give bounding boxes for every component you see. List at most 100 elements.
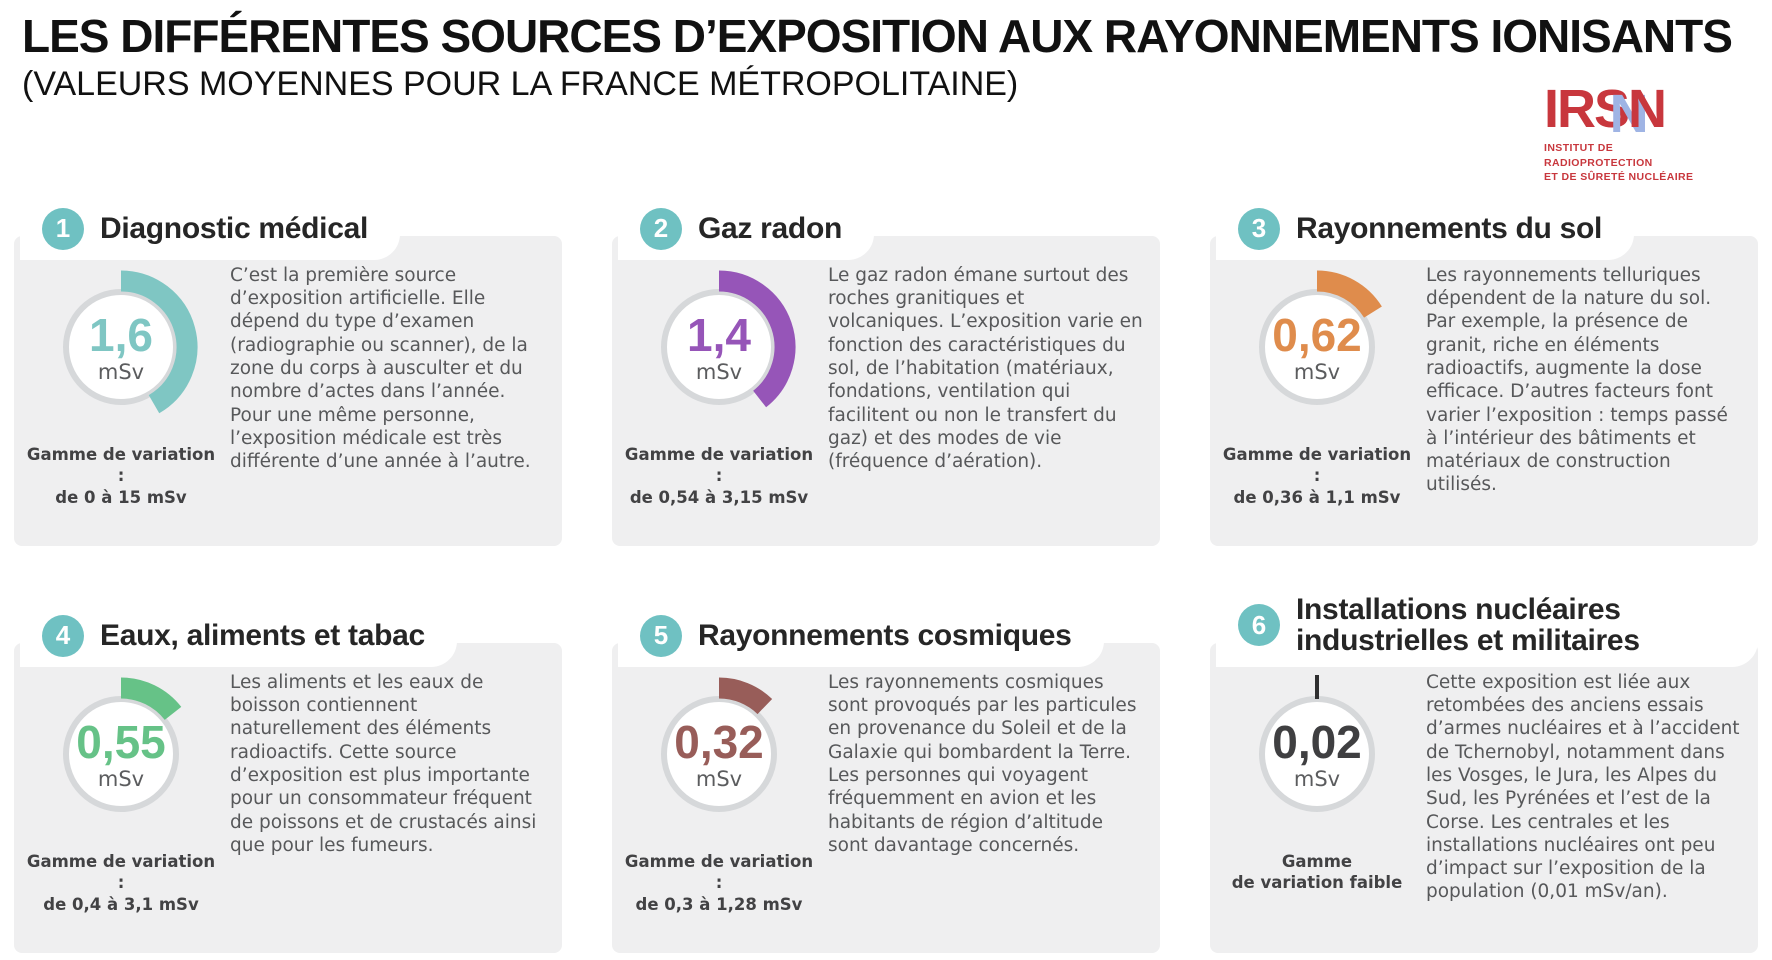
gauge-track: [661, 288, 777, 405]
card-content: 1,4 mSv Gamme de variation : de 0,54 à 3…: [612, 236, 1160, 526]
dose-gauge: 1,6 mSv: [36, 262, 206, 432]
card-content: 0,55 mSv Gamme de variation : de 0,4 à 3…: [14, 643, 562, 933]
card-number-badge: 3: [1238, 207, 1280, 250]
dose-value: 1,6: [89, 308, 153, 361]
card-rayonnements-du-sol: 3 Rayonnements du sol 0,62 mSv: [1210, 174, 1758, 546]
card-number-badge: 5: [640, 614, 682, 657]
dose-value: 0,32: [674, 715, 764, 768]
card-description: C’est la première source d’exposition ar…: [230, 264, 531, 473]
variation-range-label: Gamme: [1281, 851, 1353, 871]
card-panel: 5 Rayonnements cosmiques 0,32 mSv: [612, 614, 1160, 953]
dose-gauge: 0,32 mSv: [634, 669, 804, 839]
gauge-svg: [1259, 674, 1375, 812]
variation-range: Gamme de variation : de 0 à 15 mSv: [22, 444, 220, 508]
gauge-track: [63, 288, 179, 405]
dose-unit: mSv: [1293, 359, 1341, 384]
variation-range-value: de 0,3 à 1,28 mSv: [635, 894, 803, 914]
gauge-column: 1,6 mSv Gamme de variation : de 0 à 15 m…: [22, 262, 220, 508]
card-header: 2 Gaz radon: [618, 207, 874, 260]
page-header: LES DIFFÉRENTES SOURCES D’EXPOSITION AUX…: [0, 0, 1772, 104]
card-header: 4 Eaux, aliments et tabac: [20, 614, 457, 667]
card-number-badge: 6: [1238, 604, 1280, 647]
gauge-column: 1,4 mSv Gamme de variation : de 0,54 à 3…: [620, 262, 818, 508]
variation-range: Gamme de variation faible: [1218, 851, 1416, 894]
variation-range-value: de 0,4 à 3,1 mSv: [43, 894, 199, 914]
gauge-column: 0,32 mSv Gamme de variation : de 0,3 à 1…: [620, 669, 818, 915]
gauge-svg: [63, 270, 198, 414]
gauge-arc: [120, 270, 198, 414]
card-description: Le gaz radon émane surtout des roches gr…: [828, 264, 1143, 473]
variation-range-label: Gamme de variation :: [624, 444, 814, 486]
gauge-svg: [1259, 270, 1382, 405]
gauge-svg: [661, 677, 777, 812]
card-diagnostic-medical: 1 Diagnostic médical 1,6 mSv: [14, 174, 562, 546]
dose-unit: mSv: [97, 766, 145, 791]
irsn-logo-subtext: INSTITUT DE RADIOPROTECTION ET DE SÛRETÉ…: [1544, 141, 1720, 185]
irsn-logo: IRS N N INSTITUT DE RADIOPROTECTION ET DE …: [1544, 82, 1720, 185]
variation-range-label: Gamme de variation :: [26, 851, 216, 893]
irsn-logo-acronym: IRS N N: [1544, 79, 1667, 141]
variation-range: Gamme de variation : de 0,3 à 1,28 mSv: [620, 851, 818, 915]
card-installations-nucleaires: 6 Installations nucléaires industrielles…: [1210, 581, 1758, 953]
gauge-track: [661, 695, 777, 812]
card-rayonnements-cosmiques: 5 Rayonnements cosmiques 0,32 mSv: [612, 581, 1160, 953]
gauge-column: 0,02 mSv Gamme de variation faible: [1218, 669, 1416, 904]
irsn-logo-n-red: N: [1628, 79, 1667, 139]
card-content: 0,02 mSv Gamme de variation faible Cette…: [1210, 643, 1758, 922]
variation-range: Gamme de variation : de 0,4 à 3,1 mSv: [22, 851, 220, 915]
irsn-logo-subtext-line1: INSTITUT DE RADIOPROTECTION: [1544, 142, 1653, 169]
card-title: Rayonnements cosmiques: [698, 619, 1072, 653]
variation-range-value: de 0,36 à 1,1 mSv: [1233, 487, 1401, 507]
card-content: 0,32 mSv Gamme de variation : de 0,3 à 1…: [612, 643, 1160, 933]
card-title: Installations nucléaires industrielles e…: [1296, 592, 1640, 658]
card-content: 1,6 mSv Gamme de variation : de 0 à 15 m…: [14, 236, 562, 526]
gauge-arc: [1316, 270, 1382, 318]
gauge-arc: [718, 677, 773, 715]
irsn-logo-letters: IRS: [1544, 79, 1630, 139]
card-panel: 4 Eaux, aliments et tabac 0,55 mSv: [14, 614, 562, 953]
card-number-badge: 1: [42, 207, 84, 250]
card-header: 6 Installations nucléaires industrielles…: [1216, 594, 1758, 667]
variation-range-value: de variation faible: [1231, 873, 1403, 893]
gauge-svg: [63, 677, 182, 812]
card-panel: 1 Diagnostic médical 1,6 mSv: [14, 207, 562, 546]
variation-range-value: de 0,54 à 3,15 mSv: [629, 487, 809, 507]
variation-range-label: Gamme de variation :: [624, 851, 814, 893]
gauge-track: [63, 695, 179, 812]
gauge-column: 0,55 mSv Gamme de variation : de 0,4 à 3…: [22, 669, 220, 915]
cards-grid: 1 Diagnostic médical 1,6 mSv: [0, 174, 1772, 953]
card-number-badge: 4: [42, 614, 84, 657]
dose-gauge: 0,62 mSv: [1232, 262, 1402, 432]
card-title: Diagnostic médical: [100, 212, 369, 246]
gauge-arc: [120, 677, 182, 720]
page-title: LES DIFFÉRENTES SOURCES D’EXPOSITION AUX…: [22, 10, 1733, 62]
variation-range-label: Gamme de variation :: [26, 444, 216, 486]
card-panel: 6 Installations nucléaires industrielles…: [1210, 594, 1758, 953]
card-content: 0,62 mSv Gamme de variation : de 0,36 à …: [1210, 236, 1758, 526]
dose-gauge: 0,55 mSv: [36, 669, 206, 839]
card-gaz-radon: 2 Gaz radon 1,4 mSv: [612, 174, 1160, 546]
card-description: Cette exposition est liée aux retombées …: [1426, 671, 1740, 903]
dose-unit: mSv: [97, 359, 145, 384]
dose-value: 0,55: [76, 715, 166, 768]
page-subtitle: (VALEURS MOYENNES POUR LA FRANCE MÉTROPO…: [22, 64, 1019, 103]
variation-range: Gamme de variation : de 0,54 à 3,15 mSv: [620, 444, 818, 508]
card-description: Les rayonnements cosmiques sont provoqué…: [828, 671, 1137, 856]
dose-value: 1,4: [687, 308, 751, 361]
gauge-arc: [718, 270, 796, 408]
dose-gauge: 1,4 mSv: [634, 262, 804, 432]
dose-unit: mSv: [695, 766, 743, 791]
variation-range: Gamme de variation : de 0,36 à 1,1 mSv: [1218, 444, 1416, 508]
card-title: Gaz radon: [698, 212, 842, 246]
card-header: 1 Diagnostic médical: [20, 207, 401, 260]
card-panel: 3 Rayonnements du sol 0,62 mSv: [1210, 207, 1758, 546]
dose-value: 0,02: [1272, 715, 1362, 768]
card-description: Les rayonnements telluriques dépendent d…: [1426, 264, 1728, 496]
variation-range-value: de 0 à 15 mSv: [55, 487, 187, 507]
dose-unit: mSv: [695, 359, 743, 384]
card-panel: 2 Gaz radon 1,4 mSv: [612, 207, 1160, 546]
card-title: Eaux, aliments et tabac: [100, 619, 425, 653]
card-header: 5 Rayonnements cosmiques: [618, 614, 1104, 667]
gauge-track: [1259, 288, 1375, 405]
